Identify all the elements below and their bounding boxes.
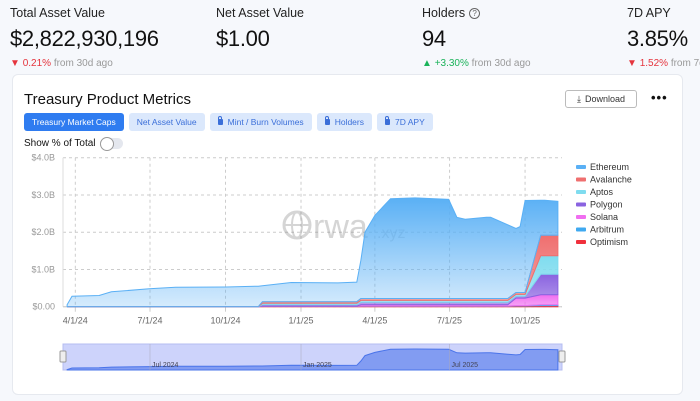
y-tick-label: $1.0B [31, 264, 55, 274]
x-tick-label: 4/1/24 [63, 316, 88, 326]
toggle-label: Show % of Total [24, 138, 96, 149]
lock-icon [324, 116, 330, 125]
legend-item-solana[interactable]: Solana [576, 212, 618, 222]
legend-swatch [576, 227, 586, 232]
tab-net-asset-value[interactable]: Net Asset Value [128, 113, 205, 131]
svg-text:rwa: rwa [313, 208, 368, 246]
navigator-right-handle[interactable] [558, 350, 566, 363]
stat-7d-apy: 7D APY 3.85% ▼ 1.52% from 7d [627, 6, 700, 69]
legend-label: Ethereum [590, 162, 629, 172]
download-label: Download [584, 94, 625, 104]
stat-change-suffix: from 30d ago [53, 58, 113, 69]
legend-item-ethereum[interactable]: Ethereum [576, 162, 629, 172]
y-tick-label: $0.00 [32, 302, 55, 312]
question-circle-icon[interactable]: ? [469, 7, 481, 19]
stat-change: 0.21% [22, 58, 52, 69]
legend-label: Aptos [590, 187, 614, 197]
legend-item-optimism[interactable]: Optimism [576, 237, 628, 247]
y-tick-label: $3.0B [31, 190, 55, 200]
tab-label: Treasury Market Caps [32, 117, 116, 127]
navigator-label: Jul 2025 [452, 362, 479, 369]
stat-label: Net Asset Value [216, 6, 305, 20]
stat-change: 1.52% [639, 58, 669, 69]
download-icon: ⤓ [576, 93, 581, 104]
lock-icon [384, 116, 390, 125]
legend-item-polygon[interactable]: Polygon [576, 200, 623, 210]
tab-label: Holders [334, 117, 364, 127]
stat-change-suffix: from 30d ago [471, 58, 531, 69]
x-tick-label: 7/1/25 [437, 316, 462, 326]
legend-label: Solana [590, 212, 618, 222]
x-tick-label: 1/1/25 [288, 316, 313, 326]
up-arrow-icon: ▲ [422, 58, 435, 69]
legend-item-arbitrum[interactable]: Arbitrum [576, 225, 624, 235]
stat-value: 3.85% [627, 26, 688, 51]
more-options-button[interactable]: ••• [651, 90, 668, 105]
legend-swatch [576, 240, 586, 244]
legend-swatch [576, 190, 586, 194]
stat-value: $1.00 [216, 26, 270, 51]
area-ethereum[interactable] [66, 197, 559, 308]
legend-item-avalanche[interactable]: Avalanche [576, 175, 632, 185]
legend-swatch [576, 177, 586, 182]
x-tick-label: 7/1/24 [137, 316, 162, 326]
navigator-label: Jan 2025 [303, 362, 332, 369]
stat-label: 7D APY [627, 6, 671, 20]
y-tick-label: $4.0B [31, 153, 55, 163]
tab-label: Mint / Burn Volumes [227, 117, 304, 127]
tab-label: 7D APY [394, 117, 425, 127]
tab-holders[interactable]: Holders [316, 113, 372, 131]
x-tick-label: 4/1/25 [362, 316, 387, 326]
x-tick-label: 10/1/24 [210, 316, 240, 326]
metric-tabs: Treasury Market Caps Net Asset Value Min… [24, 113, 433, 131]
tab-mint-burn-volumes[interactable]: Mint / Burn Volumes [209, 113, 312, 131]
navigator-series [66, 348, 559, 371]
tab-treasury-market-caps[interactable]: Treasury Market Caps [24, 113, 124, 131]
stat-holders: Holders? 94 ▲ +3.30% from 30d ago [422, 6, 531, 69]
show-percent-toggle[interactable] [99, 137, 123, 151]
stat-change-suffix: from 7d [670, 58, 700, 69]
card-title: Treasury Product Metrics [24, 91, 191, 108]
stat-net-asset-value: Net Asset Value $1.00 [216, 6, 304, 52]
navigator-label: Jul 2024 [152, 362, 179, 369]
down-arrow-icon: ▼ [10, 58, 23, 69]
legend-label: Avalanche [590, 175, 632, 185]
lock-icon [217, 116, 223, 125]
legend-item-aptos[interactable]: Aptos [576, 187, 614, 197]
tab-7d-apy[interactable]: 7D APY [376, 113, 433, 131]
legend-swatch [576, 215, 586, 219]
legend-label: Polygon [590, 200, 623, 210]
stat-label: Holders [422, 6, 466, 20]
stat-value: $2,822,930,196 [10, 26, 159, 51]
stat-total-asset-value: Total Asset Value $2,822,930,196 ▼ 0.21%… [10, 6, 159, 69]
navigator-left-handle[interactable] [59, 350, 67, 363]
down-arrow-icon: ▼ [627, 58, 640, 69]
legend-swatch [576, 165, 586, 169]
stat-value: 94 [422, 26, 446, 51]
legend-label: Arbitrum [590, 225, 624, 235]
stat-label: Total Asset Value [10, 6, 105, 20]
y-tick-label: $2.0B [31, 227, 55, 237]
download-button[interactable]: ⤓ Download [565, 90, 637, 108]
legend-swatch [576, 202, 586, 207]
stat-change: +3.30% [434, 58, 469, 69]
legend-label: Optimism [590, 237, 628, 247]
x-tick-label: 10/1/25 [510, 316, 540, 326]
tab-label: Net Asset Value [136, 117, 197, 127]
